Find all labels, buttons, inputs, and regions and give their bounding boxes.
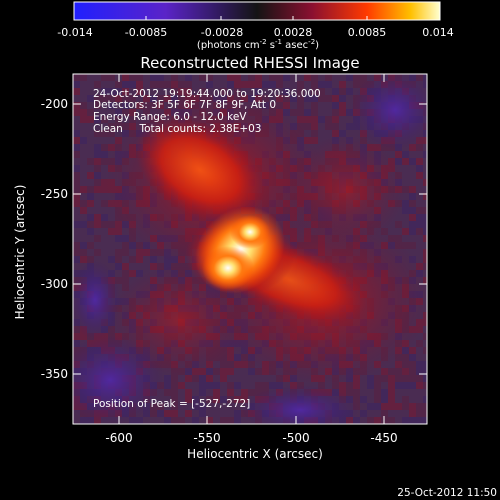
x-tick-label: -450	[370, 431, 397, 445]
x-tick-label: -600	[105, 431, 132, 445]
x-axis-label: Heliocentric X (arcsec)	[187, 447, 323, 461]
colorbar	[73, 1, 441, 21]
info-detectors: Detectors: 3F 5F 6F 7F 8F 9F, Att 0	[93, 99, 276, 111]
peak-position-label: Position of Peak = [-527,-272]	[93, 398, 250, 410]
y-axis-label: Heliocentric Y (arcsec)	[13, 185, 27, 320]
info-time-range: 24-Oct-2012 19:19:44.000 to 19:20:36.000	[93, 88, 321, 100]
y-tick-label: -350	[41, 367, 68, 381]
colorbar-tick-label: 0.014	[422, 26, 454, 39]
colorbar-ticks	[73, 16, 441, 20]
x-tick-label: -550	[193, 431, 220, 445]
y-axis-ticks	[73, 103, 427, 375]
plot-title: Reconstructed RHESSI Image	[140, 54, 359, 72]
y-tick-label: -300	[41, 277, 68, 291]
colorbar-tick-label: 0.0028	[274, 26, 313, 39]
info-clean-counts: Clean Total counts: 2.38E+03	[93, 123, 262, 135]
info-energy-range: Energy Range: 6.0 - 12.0 keV	[93, 111, 247, 123]
colorbar-tick-label: -0.014	[57, 26, 92, 39]
plot-timestamp: 25-Oct-2012 11:50	[397, 487, 497, 499]
y-tick-label: -250	[41, 187, 68, 201]
colorbar-tick-label: -0.0028	[201, 26, 243, 39]
rhessi-image	[73, 74, 427, 424]
y-tick-label: -200	[41, 97, 68, 111]
colorbar-tick-label: -0.0085	[125, 26, 167, 39]
x-tick-label: -500	[282, 431, 309, 445]
x-axis-ticks	[118, 74, 385, 424]
colorbar-units: (photons cm-2 s-1 asec-2)	[197, 38, 319, 51]
colorbar-tick-label: 0.0085	[348, 26, 387, 39]
plot-frame	[72, 73, 428, 425]
